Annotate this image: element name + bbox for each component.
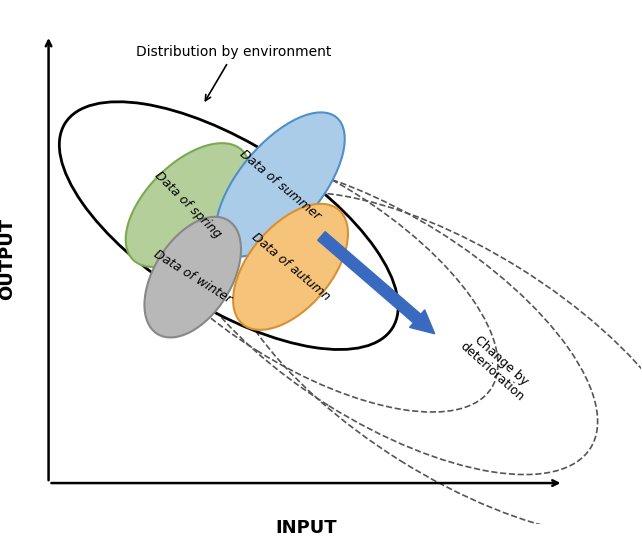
Ellipse shape: [216, 112, 345, 257]
Text: OUTPUT: OUTPUT: [0, 218, 17, 300]
Text: Distribution by environment: Distribution by environment: [136, 45, 331, 101]
Text: Data of autumn: Data of autumn: [249, 231, 333, 304]
Ellipse shape: [126, 143, 250, 267]
Text: Data of winter: Data of winter: [152, 248, 234, 306]
Text: Data of spring: Data of spring: [152, 169, 223, 241]
Text: INPUT: INPUT: [275, 519, 337, 537]
FancyArrow shape: [318, 232, 435, 334]
Ellipse shape: [233, 204, 348, 330]
Text: Change by
deterioration: Change by deterioration: [457, 329, 536, 404]
Ellipse shape: [144, 217, 241, 337]
Ellipse shape: [59, 102, 398, 349]
Text: Data of summer: Data of summer: [238, 147, 323, 222]
